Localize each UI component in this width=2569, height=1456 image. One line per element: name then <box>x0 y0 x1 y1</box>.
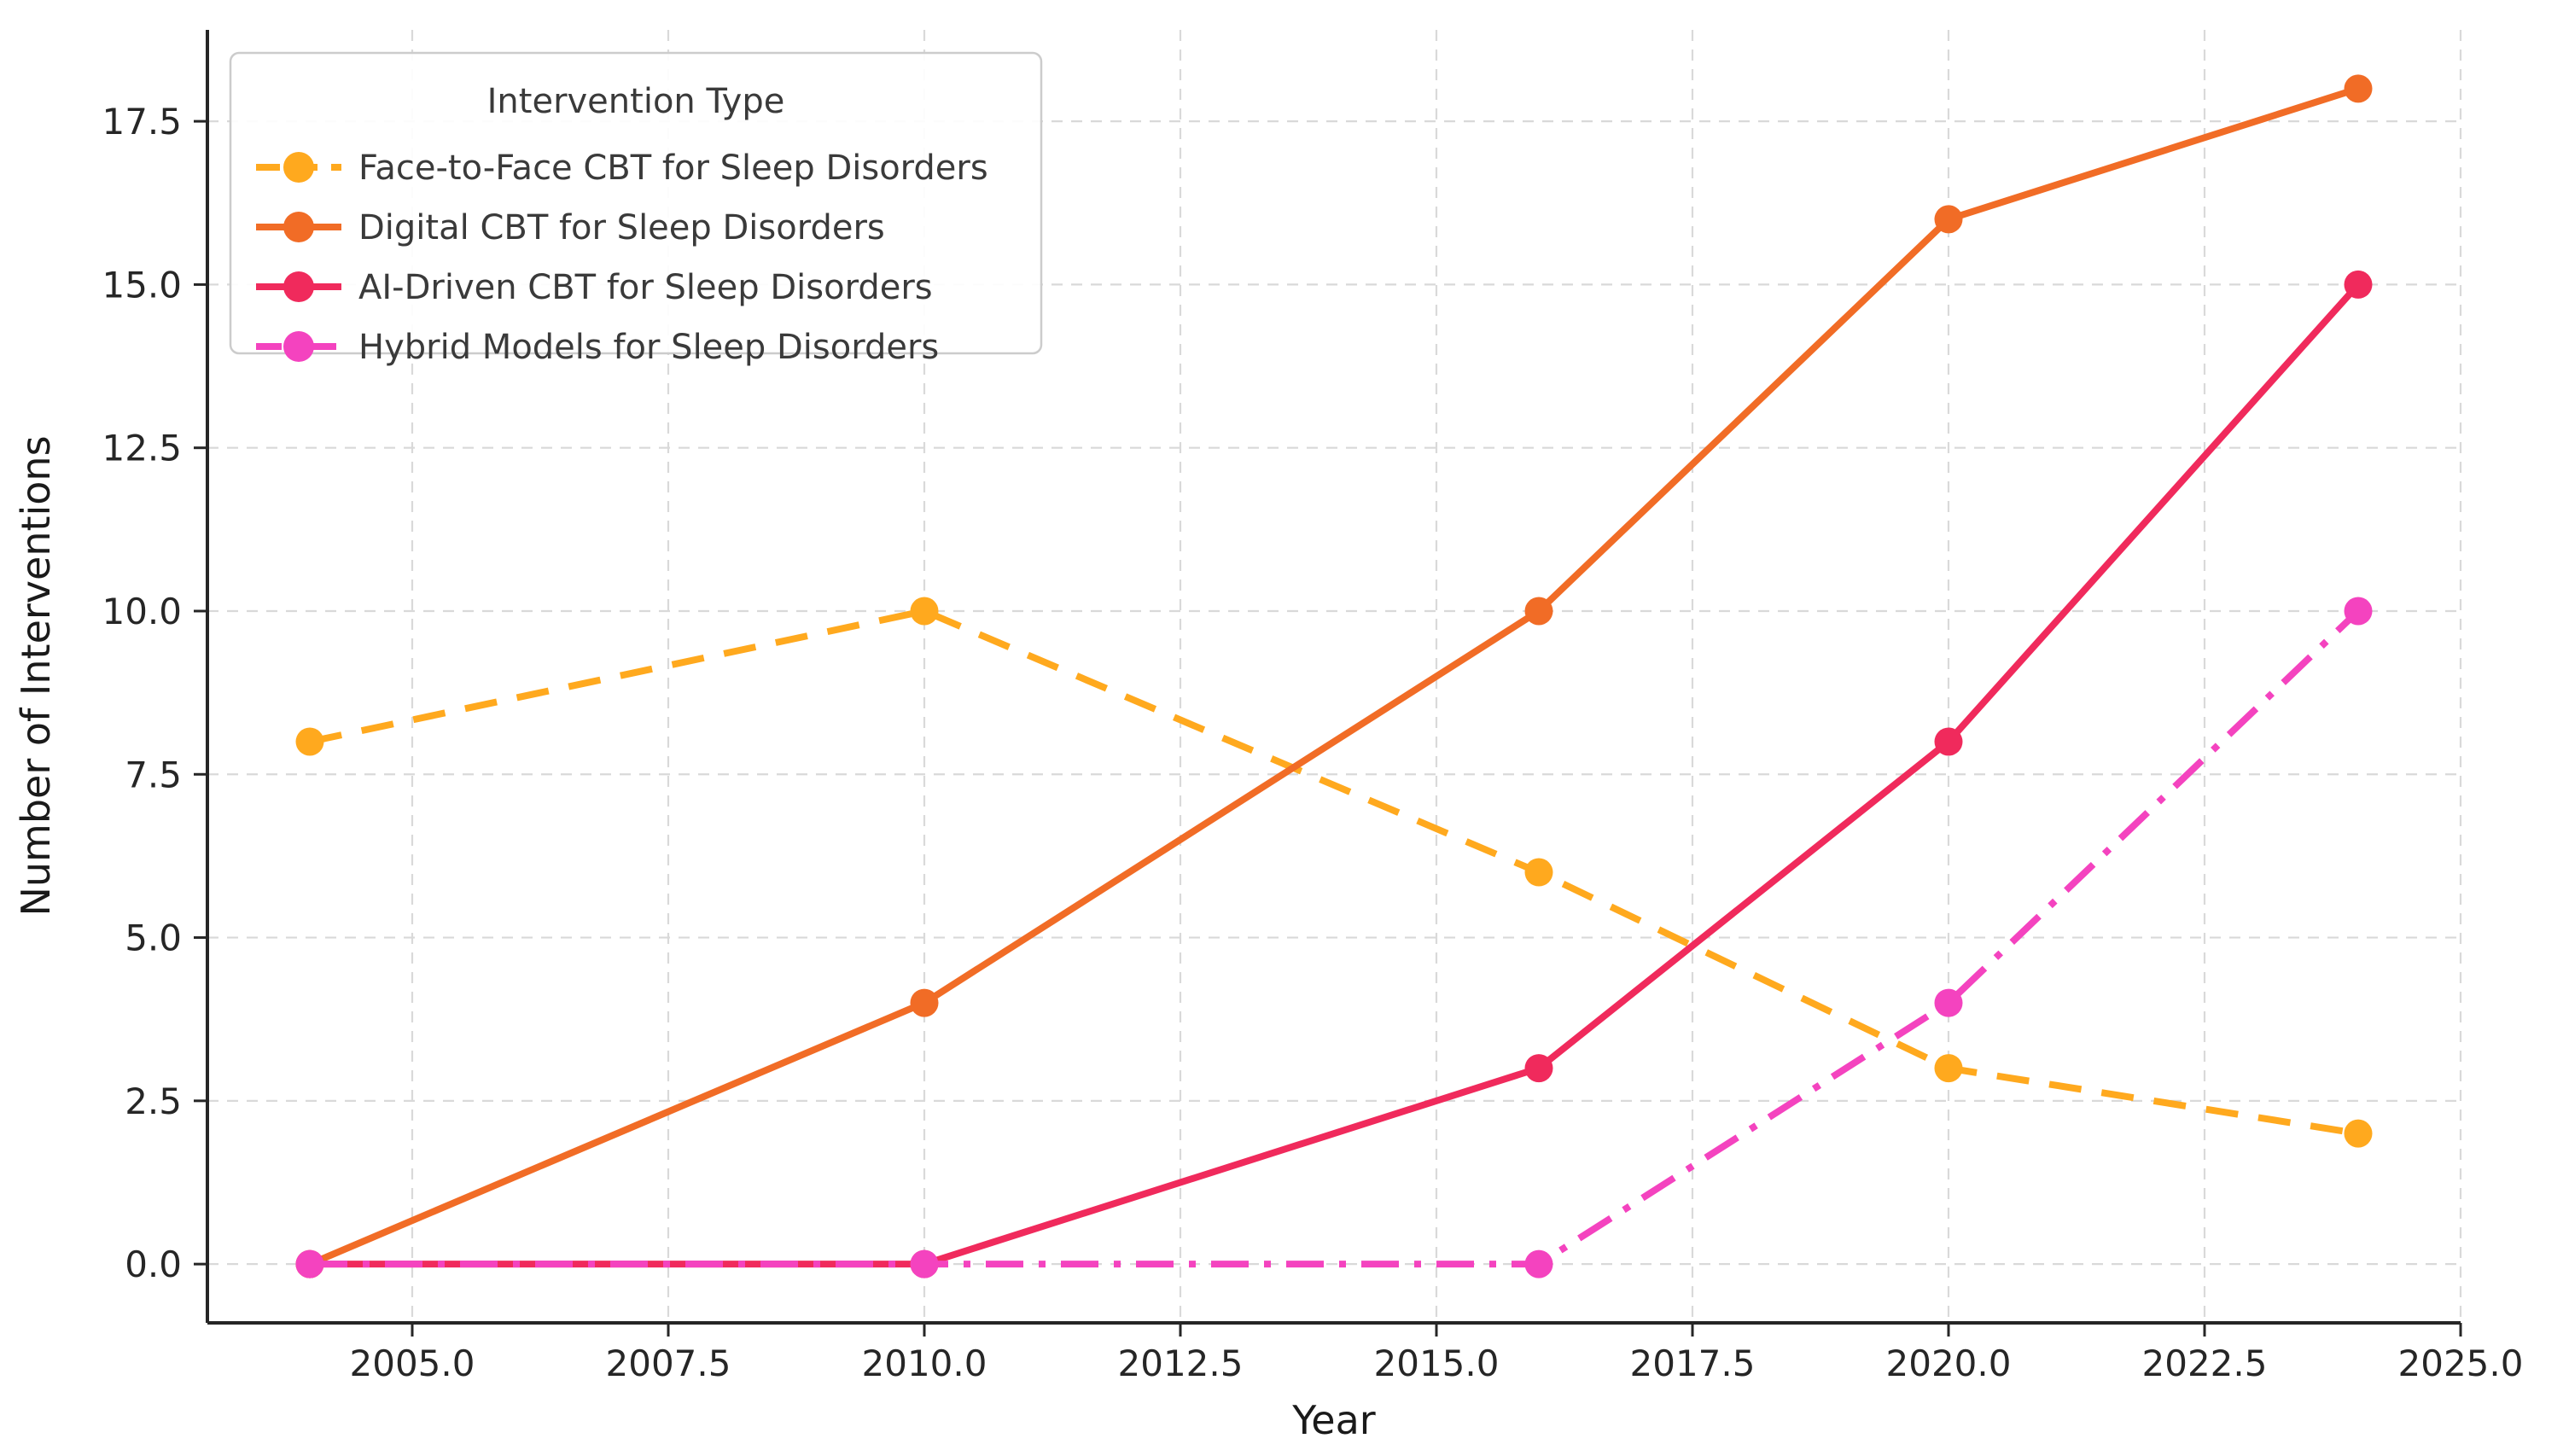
legend-marker-sample <box>283 212 314 242</box>
y-tick-label: 0.0 <box>125 1243 182 1285</box>
data-point-marker <box>1934 1054 1963 1083</box>
data-point-marker <box>1524 858 1553 887</box>
legend-title: Intervention Type <box>487 82 785 121</box>
data-point-marker <box>1524 1054 1553 1083</box>
x-tick-label: 2022.5 <box>2142 1342 2268 1384</box>
legend-entry: Face-to-Face CBT for Sleep Disorders <box>256 149 988 188</box>
x-tick-label: 2007.5 <box>606 1342 731 1384</box>
y-axis-title: Number of Interventions <box>13 435 59 916</box>
series-line <box>309 607 2359 1138</box>
series-4 <box>295 597 2373 1278</box>
data-point-marker <box>2344 270 2373 299</box>
legend-marker-sample <box>283 152 314 183</box>
legend-entry: Digital CBT for Sleep Disorders <box>256 208 885 248</box>
data-point-marker <box>1934 988 1963 1017</box>
legend-entry: Hybrid Models for Sleep Disorders <box>256 328 939 367</box>
data-point-marker <box>910 988 939 1017</box>
data-point-marker <box>1524 597 1553 626</box>
data-point-marker <box>1934 727 1963 756</box>
legend-label: AI-Driven CBT for Sleep Disorders <box>358 268 933 307</box>
y-tick-label: 15.0 <box>102 264 182 306</box>
legend-entries: Face-to-Face CBT for Sleep Disorders Digi… <box>256 149 988 367</box>
axes-layer: 2005.0 2007.5 2010.0 2012.5 2015.0 2017.5 2020… <box>13 30 2523 1443</box>
x-tick-label: 2012.5 <box>1118 1342 1244 1384</box>
legend-marker-sample <box>283 331 314 362</box>
x-tick-label: 2005.0 <box>350 1342 475 1384</box>
x-tick-label: 2010.0 <box>862 1342 987 1384</box>
x-tick-label: 2017.5 <box>1630 1342 1756 1384</box>
y-tick-label: 5.0 <box>125 917 182 959</box>
data-point-marker <box>295 727 324 756</box>
x-tick-label: 2020.0 <box>1886 1342 2012 1384</box>
data-point-marker <box>295 1249 324 1278</box>
legend-entry: AI-Driven CBT for Sleep Disorders <box>256 268 933 307</box>
legend-box <box>229 51 1043 355</box>
data-point-marker <box>2344 74 2373 103</box>
y-tick-label: 2.5 <box>125 1080 182 1122</box>
y-tick-label: 10.0 <box>102 591 182 632</box>
legend: Intervention Type Face-to-Face CBT for S… <box>229 51 1043 367</box>
data-point-marker <box>910 597 939 626</box>
y-tick-label: 7.5 <box>125 754 182 795</box>
legend-marker-sample <box>283 271 314 302</box>
data-point-marker <box>2344 597 2373 626</box>
tick-layer: 2005.0 2007.5 2010.0 2012.5 2015.0 2017.5 2020… <box>102 101 2523 1384</box>
y-tick-label: 12.5 <box>102 428 182 469</box>
legend-label: Hybrid Models for Sleep Disorders <box>358 328 939 367</box>
x-tick-label: 2015.0 <box>1374 1342 1500 1384</box>
series-1 <box>295 597 2373 1148</box>
x-tick-label: 2025.0 <box>2398 1342 2524 1384</box>
series-layer <box>295 74 2373 1278</box>
y-tick-label: 17.5 <box>102 101 182 143</box>
data-point-marker <box>1934 205 1963 234</box>
data-point-marker <box>1524 1249 1553 1278</box>
x-axis-title: Year <box>1291 1397 1375 1443</box>
legend-label: Face-to-Face CBT for Sleep Disorders <box>358 149 988 188</box>
legend-label: Digital CBT for Sleep Disorders <box>358 208 885 248</box>
data-point-marker <box>910 1249 939 1278</box>
data-point-marker <box>2344 1119 2373 1148</box>
